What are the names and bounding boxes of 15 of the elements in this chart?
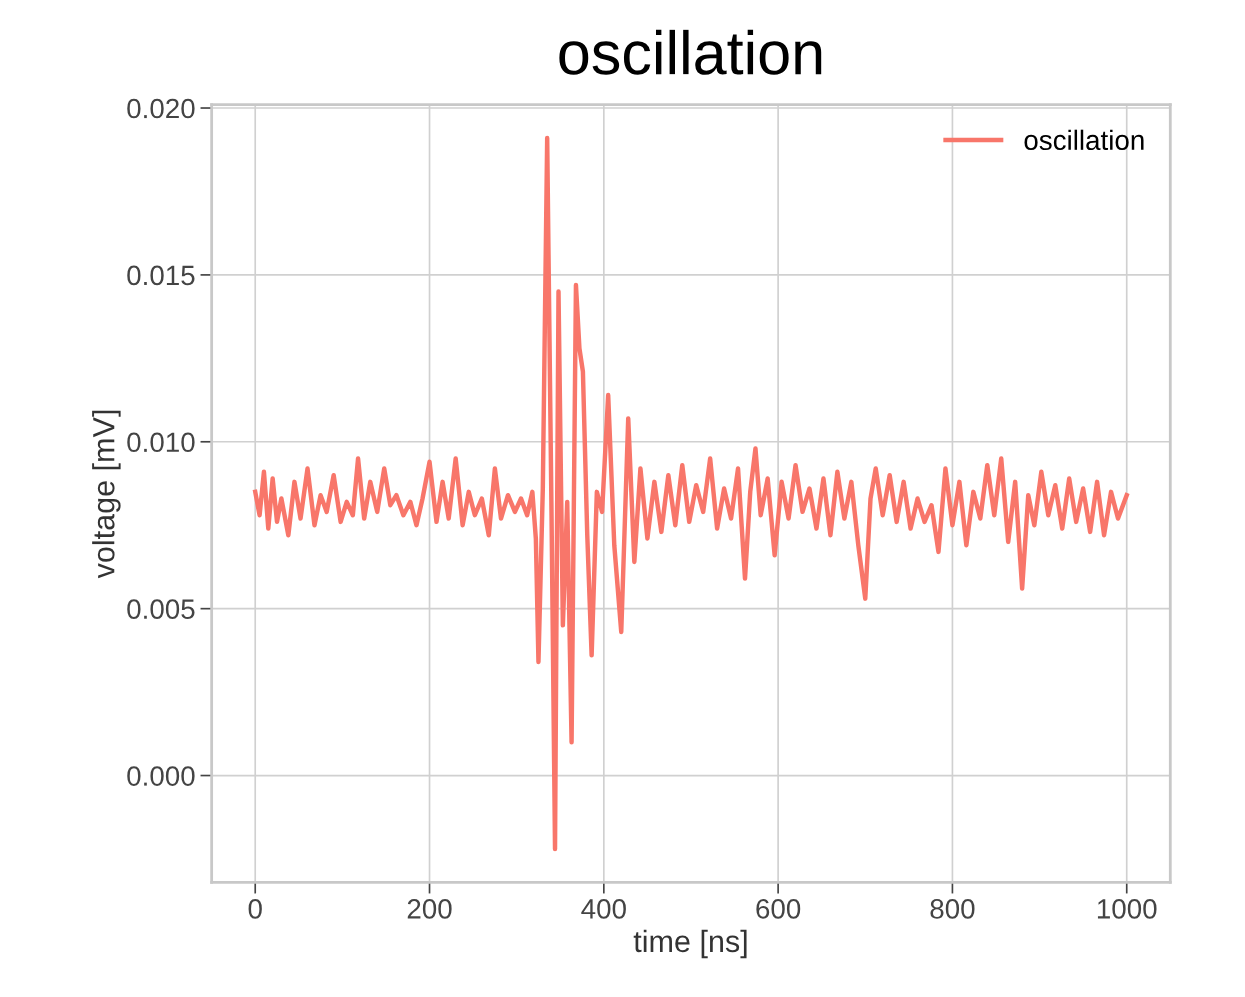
y-axis-title: voltage [mV] bbox=[92, 410, 121, 579]
chart-title: oscillation bbox=[559, 29, 822, 75]
x-tick-label: 400 bbox=[581, 899, 626, 919]
x-axis-title: time [ns] bbox=[633, 929, 747, 959]
x-tick-label: 1000 bbox=[1097, 899, 1157, 919]
y-tick-label: 0.010 bbox=[127, 432, 195, 453]
x-tick-label: 0 bbox=[248, 899, 262, 919]
y-tick-label: 0.020 bbox=[127, 98, 195, 119]
y-tick-label: 0.000 bbox=[127, 766, 195, 786]
y-tick-label: 0.005 bbox=[127, 599, 195, 619]
y-tick-label: 0.015 bbox=[127, 265, 195, 286]
x-tick-label: 600 bbox=[756, 899, 801, 919]
legend-label: oscillation bbox=[1024, 129, 1144, 151]
x-tick-label: 200 bbox=[407, 899, 452, 919]
x-tick-label: 800 bbox=[930, 899, 975, 919]
